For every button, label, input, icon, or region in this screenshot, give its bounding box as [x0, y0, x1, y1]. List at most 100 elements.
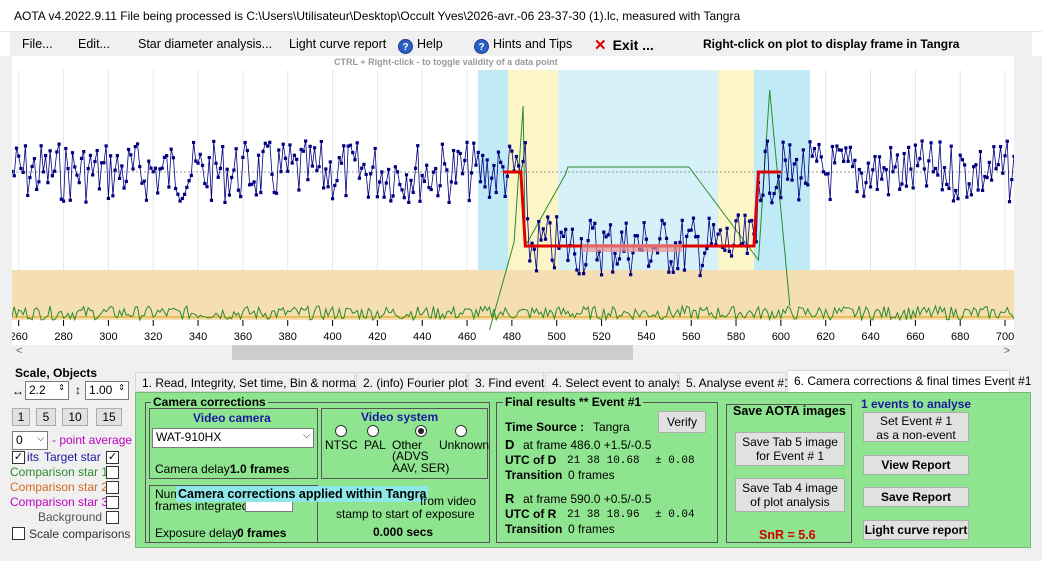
data-point[interactable] [198, 152, 202, 156]
data-point[interactable] [864, 181, 868, 185]
data-point[interactable] [185, 185, 189, 189]
data-point[interactable] [676, 266, 680, 271]
data-point[interactable] [689, 228, 693, 232]
data-point[interactable] [230, 175, 234, 180]
data-point[interactable] [960, 158, 965, 162]
data-point[interactable] [909, 167, 913, 171]
data-point[interactable] [434, 166, 438, 171]
data-point[interactable] [420, 173, 424, 178]
data-point[interactable] [920, 139, 924, 143]
data-point[interactable] [559, 230, 563, 234]
data-point[interactable] [88, 153, 93, 158]
data-point[interactable] [402, 196, 406, 200]
data-point[interactable] [575, 268, 579, 272]
data-point[interactable] [84, 200, 88, 204]
data-point[interactable] [295, 157, 299, 161]
tab-camera-corrections[interactable]: 6. Camera corrections & final times Even… [787, 370, 1031, 393]
data-point[interactable] [833, 161, 837, 165]
other-radio[interactable] [415, 425, 427, 437]
data-point[interactable] [483, 185, 487, 189]
data-point[interactable] [642, 221, 646, 225]
data-point[interactable] [194, 159, 198, 163]
data-point[interactable] [848, 145, 852, 149]
data-point[interactable] [176, 192, 180, 196]
data-point[interactable] [46, 181, 50, 185]
data-point[interactable] [812, 146, 817, 151]
data-point[interactable] [669, 260, 673, 264]
data-point[interactable] [156, 191, 160, 195]
data-point[interactable] [604, 235, 608, 239]
data-point[interactable] [821, 170, 826, 174]
tab-find-events[interactable]: 3. Find events [468, 372, 550, 392]
data-point[interactable] [729, 254, 734, 258]
data-point[interactable] [976, 188, 980, 192]
scale-v-input[interactable]: 1.00 ⇕ [85, 381, 129, 400]
plot-scrollbar[interactable]: < > [12, 345, 1014, 362]
data-point[interactable] [445, 168, 449, 172]
data-point[interactable] [902, 151, 906, 156]
data-point[interactable] [55, 150, 59, 154]
data-point[interactable] [283, 156, 288, 160]
data-point[interactable] [528, 259, 532, 263]
data-point[interactable] [781, 140, 785, 144]
data-point[interactable] [142, 179, 146, 183]
data-point[interactable] [989, 178, 994, 182]
data-point[interactable] [153, 166, 158, 170]
data-point[interactable] [330, 197, 335, 201]
data-point[interactable] [348, 143, 353, 147]
data-point[interactable] [409, 178, 413, 182]
data-point[interactable] [671, 270, 675, 274]
data-point[interactable] [346, 144, 350, 148]
data-point[interactable] [718, 228, 722, 232]
data-point[interactable] [270, 172, 274, 176]
data-point[interactable] [485, 158, 489, 162]
data-point[interactable] [851, 164, 855, 169]
data-point[interactable] [608, 223, 613, 227]
data-point[interactable] [216, 175, 220, 179]
data-point[interactable] [830, 144, 835, 149]
data-point[interactable] [1007, 200, 1012, 204]
data-point[interactable] [126, 147, 131, 152]
data-point[interactable] [111, 194, 115, 198]
data-point[interactable] [933, 166, 938, 171]
data-point[interactable] [940, 188, 944, 192]
data-point[interactable] [243, 140, 247, 145]
data-point[interactable] [440, 142, 444, 146]
data-point[interactable] [895, 153, 900, 157]
data-point[interactable] [792, 162, 796, 166]
scroll-right-icon[interactable]: > [1003, 345, 1010, 357]
data-point[interactable] [436, 194, 440, 198]
data-point[interactable] [712, 223, 716, 227]
data-point[interactable] [86, 167, 90, 171]
data-point[interactable] [256, 153, 261, 157]
data-point[interactable] [384, 181, 388, 185]
data-point[interactable] [777, 174, 781, 178]
data-point[interactable] [929, 141, 933, 145]
data-point[interactable] [994, 167, 998, 171]
data-point[interactable] [530, 241, 534, 245]
data-point[interactable] [837, 148, 841, 152]
data-point[interactable] [115, 154, 119, 158]
scale-1-button[interactable]: 1 [12, 408, 30, 426]
data-point[interactable] [954, 188, 958, 193]
data-point[interactable] [364, 172, 368, 177]
data-point[interactable] [747, 219, 752, 223]
data-point[interactable] [342, 144, 346, 148]
data-point[interactable] [494, 190, 498, 195]
data-point[interactable] [501, 165, 505, 169]
data-point[interactable] [400, 188, 404, 192]
data-point[interactable] [741, 241, 745, 246]
data-point[interactable] [451, 148, 456, 153]
ntsc-radio[interactable] [335, 425, 347, 437]
data-point[interactable] [333, 183, 337, 188]
data-point[interactable] [113, 168, 117, 172]
data-point[interactable] [443, 162, 447, 166]
data-point[interactable] [91, 173, 95, 177]
data-point[interactable] [557, 246, 561, 250]
data-point[interactable] [853, 158, 857, 162]
data-point[interactable] [884, 167, 888, 172]
checkbox-its[interactable]: ✓ [12, 451, 25, 464]
data-point[interactable] [561, 234, 566, 238]
data-point[interactable] [431, 170, 436, 174]
data-point[interactable] [617, 257, 622, 261]
